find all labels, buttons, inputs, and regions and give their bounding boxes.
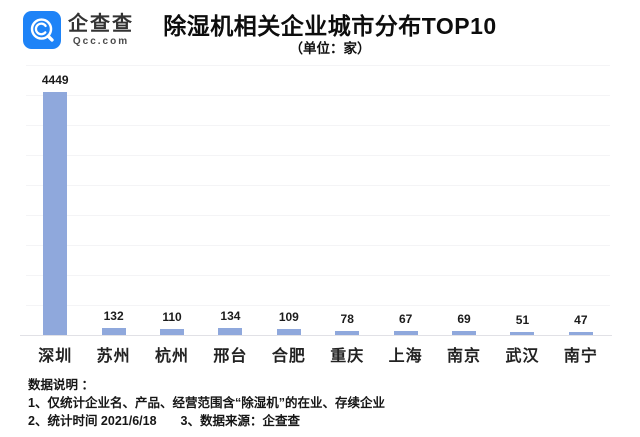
- notes-line-2: 2、统计时间 2021/6/18 3、数据来源：企查查: [28, 412, 385, 430]
- bar-column: 132: [84, 60, 142, 335]
- bar-column: 109: [260, 60, 318, 335]
- bar: [510, 332, 535, 335]
- data-notes: 数据说明 ： 1、仅统计企业名、产品、经营范围含“除湿机”的在业、存续企业 2、…: [28, 376, 385, 430]
- bar-value-label: 110: [162, 310, 182, 324]
- chart-title: 除湿机相关企业城市分布TOP10: [163, 13, 497, 39]
- notes-line-2-right: 3、数据来源：企查查: [180, 414, 300, 428]
- qcc-logo-icon: [23, 11, 61, 49]
- city-label: 合肥: [271, 348, 306, 365]
- bar-value-label: 47: [574, 313, 588, 327]
- city-label: 苏州: [96, 348, 131, 365]
- city-label: 武汉: [505, 348, 540, 365]
- city-label: 重庆: [330, 348, 365, 365]
- x-axis-category-labels: 深圳 苏州 杭州 邢台 合肥 重庆 上海 南京 武汉 南宁: [26, 342, 610, 366]
- city-label: 南京: [447, 348, 482, 365]
- bar: [218, 328, 243, 335]
- bar: [160, 329, 185, 335]
- bar-column: 47: [552, 60, 610, 335]
- bar-column: 51: [493, 60, 551, 335]
- x-axis-line: [20, 335, 612, 336]
- bar: [452, 331, 477, 335]
- bar: [101, 328, 126, 335]
- bar-column: 78: [318, 60, 376, 335]
- bar-column: 69: [435, 60, 493, 335]
- city-label: 杭州: [155, 348, 190, 365]
- bar-column: 134: [201, 60, 259, 335]
- bar-value-label: 4449: [41, 73, 69, 87]
- bar: [43, 92, 68, 335]
- bar-column: 110: [143, 60, 201, 335]
- notes-line-2-left: 2、统计时间 2021/6/18: [28, 414, 157, 428]
- city-label: 南宁: [563, 348, 598, 365]
- bar: [568, 332, 593, 335]
- bar-value-label: 132: [103, 309, 124, 323]
- bar: [393, 331, 418, 335]
- bar-value-label: 67: [398, 312, 413, 326]
- bar-value-label: 78: [340, 312, 354, 326]
- chart-header: 除湿机相关企业城市分布TOP10 （单位：家）: [20, 12, 640, 57]
- bar-value-label: 69: [457, 312, 471, 326]
- bar-column: 4449: [26, 60, 84, 335]
- bar-column: 67: [376, 60, 434, 335]
- city-label: 上海: [388, 348, 423, 365]
- city-label: 邢台: [213, 348, 248, 365]
- bar: [276, 329, 301, 335]
- bar-value-label: 51: [515, 313, 530, 327]
- bar-chart-plot-area: 4449 132 110 134 109 78 67 69 51 47: [26, 60, 610, 335]
- qcc-logo-text: 企查查 Qcc.com: [68, 14, 134, 48]
- notes-heading: 数据说明 ：: [28, 378, 94, 392]
- notes-line-1: 1、仅统计企业名、产品、经营范围含“除湿机”的在业、存续企业: [28, 396, 385, 410]
- city-label: 深圳: [38, 348, 73, 365]
- logo-domain: Qcc.com: [72, 36, 130, 47]
- bar-value-label: 134: [220, 309, 241, 323]
- bar-value-label: 109: [278, 310, 299, 324]
- bar: [335, 331, 360, 335]
- logo-name: 企查查: [68, 13, 134, 35]
- chart-unit-subtitle: （单位：家）: [289, 41, 371, 56]
